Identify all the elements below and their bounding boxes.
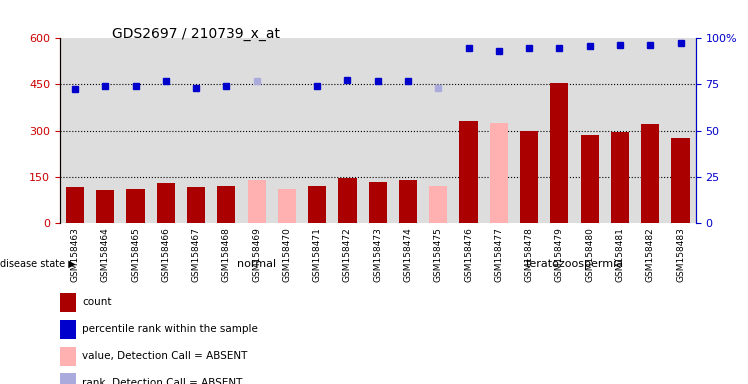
Text: teratozoospermia: teratozoospermia: [526, 259, 624, 269]
Bar: [453, 38, 484, 223]
Bar: [332, 38, 363, 223]
Bar: [60, 319, 76, 339]
Bar: [272, 38, 302, 223]
Bar: [399, 180, 417, 223]
Bar: [60, 293, 76, 312]
Bar: [302, 38, 332, 223]
Bar: [574, 38, 605, 223]
Text: count: count: [82, 297, 111, 308]
Bar: [211, 38, 242, 223]
Bar: [248, 180, 266, 223]
Text: GDS2697 / 210739_x_at: GDS2697 / 210739_x_at: [112, 27, 280, 41]
Bar: [181, 38, 211, 223]
Bar: [217, 186, 236, 223]
Bar: [423, 38, 453, 223]
Bar: [514, 38, 545, 223]
Bar: [66, 187, 84, 223]
Bar: [672, 138, 690, 223]
Bar: [429, 186, 447, 223]
Bar: [60, 373, 76, 384]
Bar: [393, 38, 423, 223]
Bar: [459, 121, 478, 223]
Text: rank, Detection Call = ABSENT: rank, Detection Call = ABSENT: [82, 378, 242, 384]
Bar: [242, 38, 272, 223]
Bar: [369, 182, 387, 223]
Bar: [157, 183, 175, 223]
Bar: [605, 38, 635, 223]
Bar: [60, 347, 76, 366]
Bar: [120, 38, 150, 223]
Bar: [150, 38, 181, 223]
Bar: [580, 135, 598, 223]
Text: percentile rank within the sample: percentile rank within the sample: [82, 324, 258, 334]
Bar: [641, 124, 659, 223]
Bar: [60, 38, 90, 223]
Bar: [666, 38, 696, 223]
Bar: [96, 190, 114, 223]
Bar: [278, 189, 296, 223]
Bar: [611, 132, 629, 223]
Bar: [520, 131, 539, 223]
Bar: [545, 38, 574, 223]
Bar: [484, 38, 514, 223]
Bar: [308, 186, 326, 223]
Bar: [551, 83, 568, 223]
Bar: [187, 187, 205, 223]
Bar: [363, 38, 393, 223]
Bar: [490, 123, 508, 223]
Bar: [126, 189, 144, 223]
Bar: [338, 178, 357, 223]
Bar: [635, 38, 666, 223]
Text: value, Detection Call = ABSENT: value, Detection Call = ABSENT: [82, 351, 248, 361]
Text: disease state ▶: disease state ▶: [0, 259, 76, 269]
Bar: [90, 38, 120, 223]
Text: normal: normal: [237, 259, 276, 269]
